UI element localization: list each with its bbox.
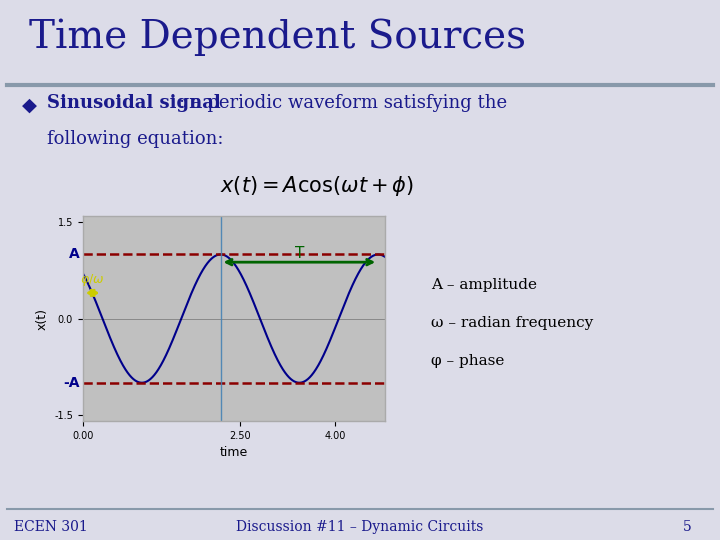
Text: Discussion #11 – Dynamic Circuits: Discussion #11 – Dynamic Circuits bbox=[236, 519, 484, 534]
Text: φ – phase: φ – phase bbox=[431, 354, 504, 368]
Text: $\varphi/\omega$: $\varphi/\omega$ bbox=[81, 272, 105, 288]
Text: A: A bbox=[69, 247, 80, 261]
Text: A – amplitude: A – amplitude bbox=[431, 278, 536, 292]
Text: following equation:: following equation: bbox=[47, 130, 223, 148]
X-axis label: time: time bbox=[220, 447, 248, 460]
Text: $x(t) = A\cos(\omega t + \phi)$: $x(t) = A\cos(\omega t + \phi)$ bbox=[220, 174, 414, 198]
Text: ECEN 301: ECEN 301 bbox=[14, 519, 88, 534]
Text: T: T bbox=[294, 246, 304, 261]
Text: Sinusoidal signal: Sinusoidal signal bbox=[47, 94, 220, 112]
Text: : a periodic waveform satisfying the: : a periodic waveform satisfying the bbox=[179, 94, 507, 112]
Y-axis label: x(t): x(t) bbox=[36, 308, 49, 329]
Text: ω – radian frequency: ω – radian frequency bbox=[431, 316, 593, 330]
Text: -A: -A bbox=[63, 376, 80, 390]
Text: Time Dependent Sources: Time Dependent Sources bbox=[29, 18, 526, 56]
Text: ◆: ◆ bbox=[22, 96, 37, 115]
Text: 5: 5 bbox=[683, 519, 691, 534]
